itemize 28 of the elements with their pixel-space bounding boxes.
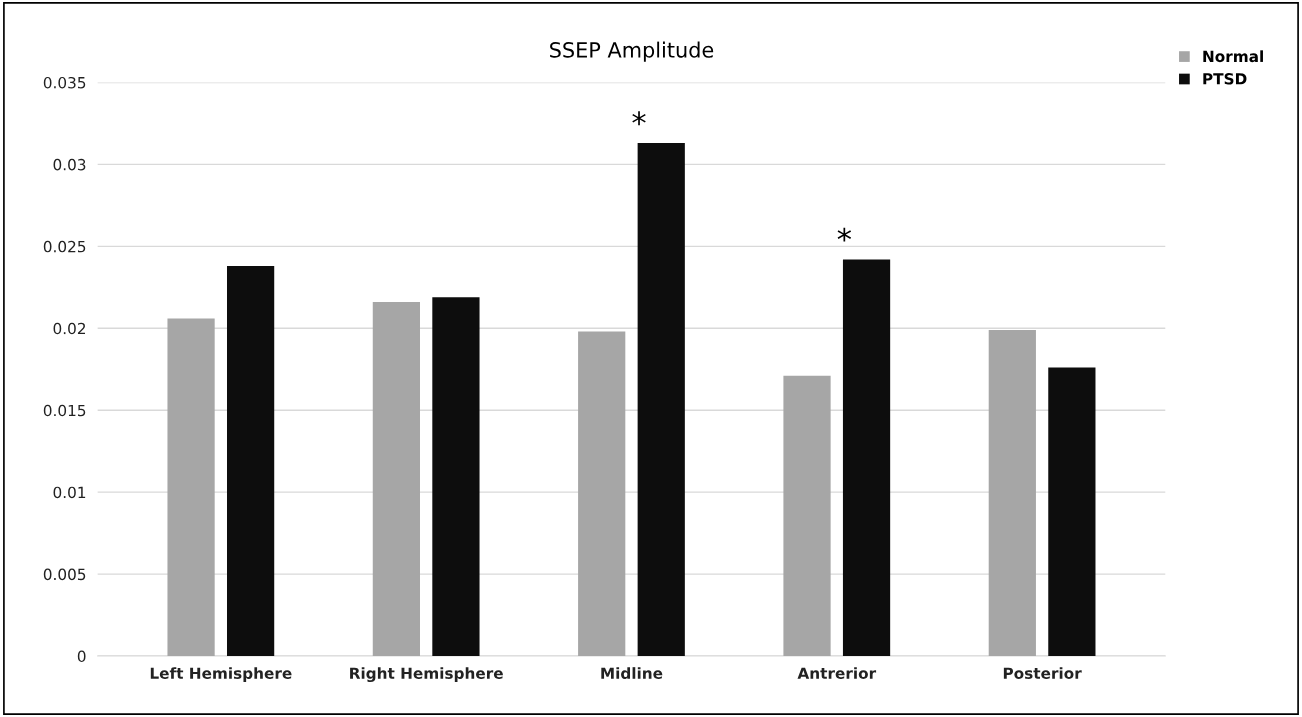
bar xyxy=(372,302,420,657)
y-tick-label: 0 xyxy=(77,650,86,663)
x-tick-label: Right Hemisphere xyxy=(350,667,503,683)
bar xyxy=(167,318,215,657)
y-tick-label: 0.01 xyxy=(53,486,86,499)
y-tick-label: 0.02 xyxy=(53,322,86,335)
annotation: * xyxy=(837,227,852,242)
chart-title: SSEP Amplitude xyxy=(550,41,714,62)
bar xyxy=(842,259,891,657)
bar xyxy=(432,297,480,657)
bar xyxy=(227,266,275,657)
y-tick-label: 0.025 xyxy=(43,240,86,253)
x-tick-label: Midline xyxy=(601,667,663,679)
x-tick-label: Left Hemisphere xyxy=(150,667,292,682)
legend-label: PTSD xyxy=(1203,73,1247,85)
x-tick-label: Antrerior xyxy=(797,667,877,679)
bar xyxy=(988,329,1036,657)
y-tick-label: 0.015 xyxy=(43,404,86,417)
bar xyxy=(783,375,831,657)
y-tick-label: 0.03 xyxy=(53,158,86,171)
annotation: * xyxy=(632,111,646,126)
bar xyxy=(1048,367,1096,657)
bar xyxy=(637,143,685,657)
legend-label: Normal xyxy=(1203,50,1263,63)
y-tick-label: 0.035 xyxy=(43,76,86,89)
y-tick-label: 0.005 xyxy=(43,568,86,581)
x-tick-label: Posterior xyxy=(1003,667,1082,679)
bar xyxy=(578,331,626,657)
